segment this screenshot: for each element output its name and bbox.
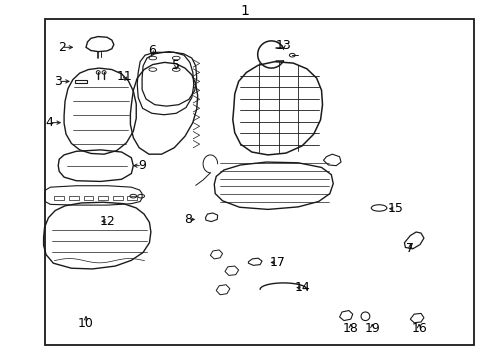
Text: 4: 4 [45,116,53,129]
Text: 7: 7 [406,242,413,255]
Text: 11: 11 [117,69,133,82]
Text: 10: 10 [78,317,94,330]
Text: 9: 9 [138,159,146,172]
Text: 6: 6 [147,44,156,57]
Text: 1: 1 [240,4,248,18]
Text: 18: 18 [342,322,358,335]
Text: 19: 19 [364,322,379,335]
Text: 2: 2 [58,41,65,54]
Text: 15: 15 [387,202,403,215]
Text: 14: 14 [295,281,310,294]
Text: 5: 5 [172,59,180,72]
Text: 12: 12 [100,215,116,228]
Text: 17: 17 [269,256,285,269]
Text: 16: 16 [410,322,426,335]
Text: 8: 8 [184,213,192,226]
Bar [44,19,473,345]
Text: 13: 13 [275,39,291,52]
Text: 3: 3 [54,75,62,88]
